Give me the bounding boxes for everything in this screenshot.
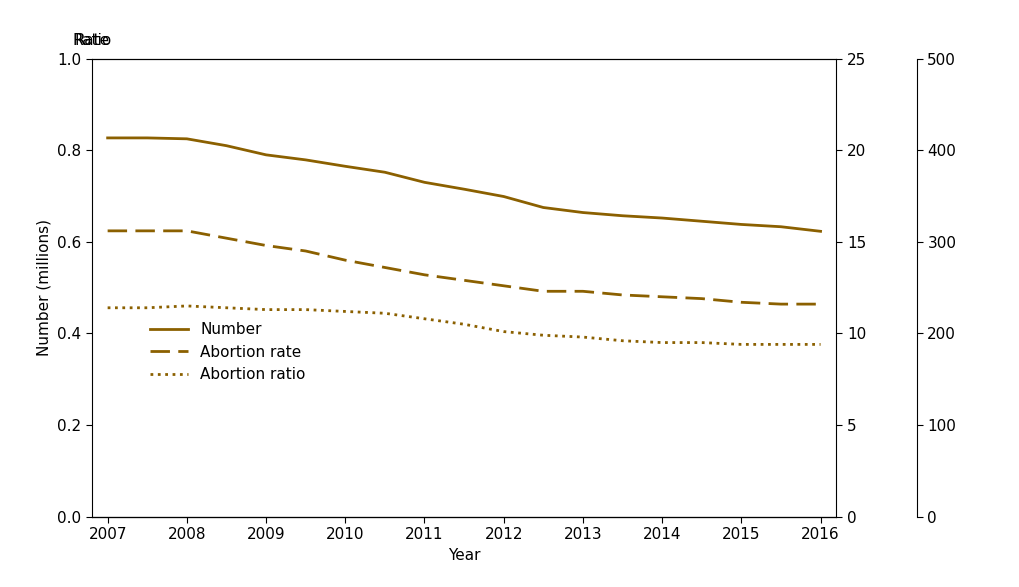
Number	[695, 218, 707, 225]
Line: Number: Number	[108, 138, 819, 231]
Number	[735, 221, 747, 228]
Abortion rate	[418, 271, 430, 278]
Abortion ratio	[458, 321, 470, 328]
Number	[260, 151, 272, 158]
Abortion rate	[220, 235, 232, 242]
Abortion rate	[339, 257, 352, 264]
Abortion ratio	[180, 302, 193, 309]
Abortion rate	[260, 242, 272, 249]
Abortion rate	[735, 299, 747, 306]
Abortion ratio	[497, 328, 510, 335]
Number	[220, 142, 232, 149]
Number	[339, 163, 352, 170]
Number	[576, 209, 588, 216]
Abortion rate	[774, 301, 787, 308]
Number	[497, 193, 510, 200]
Abortion ratio	[695, 339, 707, 346]
Number	[537, 204, 549, 211]
Abortion rate	[102, 227, 114, 234]
Abortion rate	[813, 301, 825, 308]
Abortion ratio	[418, 315, 430, 322]
Line: Abortion rate: Abortion rate	[108, 231, 819, 304]
Y-axis label: Number (millions): Number (millions)	[37, 219, 52, 356]
Text: Rate: Rate	[74, 33, 109, 48]
Line: Abortion ratio: Abortion ratio	[108, 306, 819, 345]
Abortion rate	[615, 291, 628, 298]
Abortion ratio	[378, 310, 390, 317]
Legend: Number, Abortion rate, Abortion ratio: Number, Abortion rate, Abortion ratio	[144, 316, 312, 389]
Abortion rate	[695, 295, 707, 302]
Abortion rate	[655, 294, 667, 301]
Abortion ratio	[813, 341, 825, 348]
Number	[655, 214, 667, 221]
Number	[418, 179, 430, 186]
Abortion ratio	[339, 308, 352, 315]
Abortion ratio	[102, 304, 114, 311]
Abortion ratio	[141, 304, 153, 311]
Abortion ratio	[537, 332, 549, 339]
Abortion ratio	[735, 341, 747, 348]
Number	[774, 223, 787, 230]
Abortion ratio	[220, 304, 232, 311]
Abortion ratio	[774, 341, 787, 348]
Number	[378, 168, 390, 176]
X-axis label: Year: Year	[447, 548, 480, 562]
Abortion ratio	[655, 339, 667, 346]
Number	[141, 134, 153, 141]
Abortion ratio	[260, 306, 272, 313]
Abortion rate	[576, 288, 588, 295]
Text: Ratio: Ratio	[72, 33, 111, 48]
Abortion rate	[300, 248, 312, 255]
Abortion rate	[537, 288, 549, 295]
Number	[813, 228, 825, 235]
Abortion ratio	[615, 337, 628, 344]
Abortion rate	[378, 264, 390, 271]
Number	[300, 156, 312, 163]
Abortion rate	[458, 277, 470, 284]
Abortion rate	[497, 282, 510, 289]
Number	[615, 212, 628, 220]
Abortion ratio	[300, 306, 312, 313]
Abortion ratio	[576, 333, 588, 340]
Number	[458, 185, 470, 193]
Number	[180, 135, 193, 142]
Abortion rate	[180, 227, 193, 234]
Abortion rate	[141, 227, 153, 234]
Number	[102, 134, 114, 141]
